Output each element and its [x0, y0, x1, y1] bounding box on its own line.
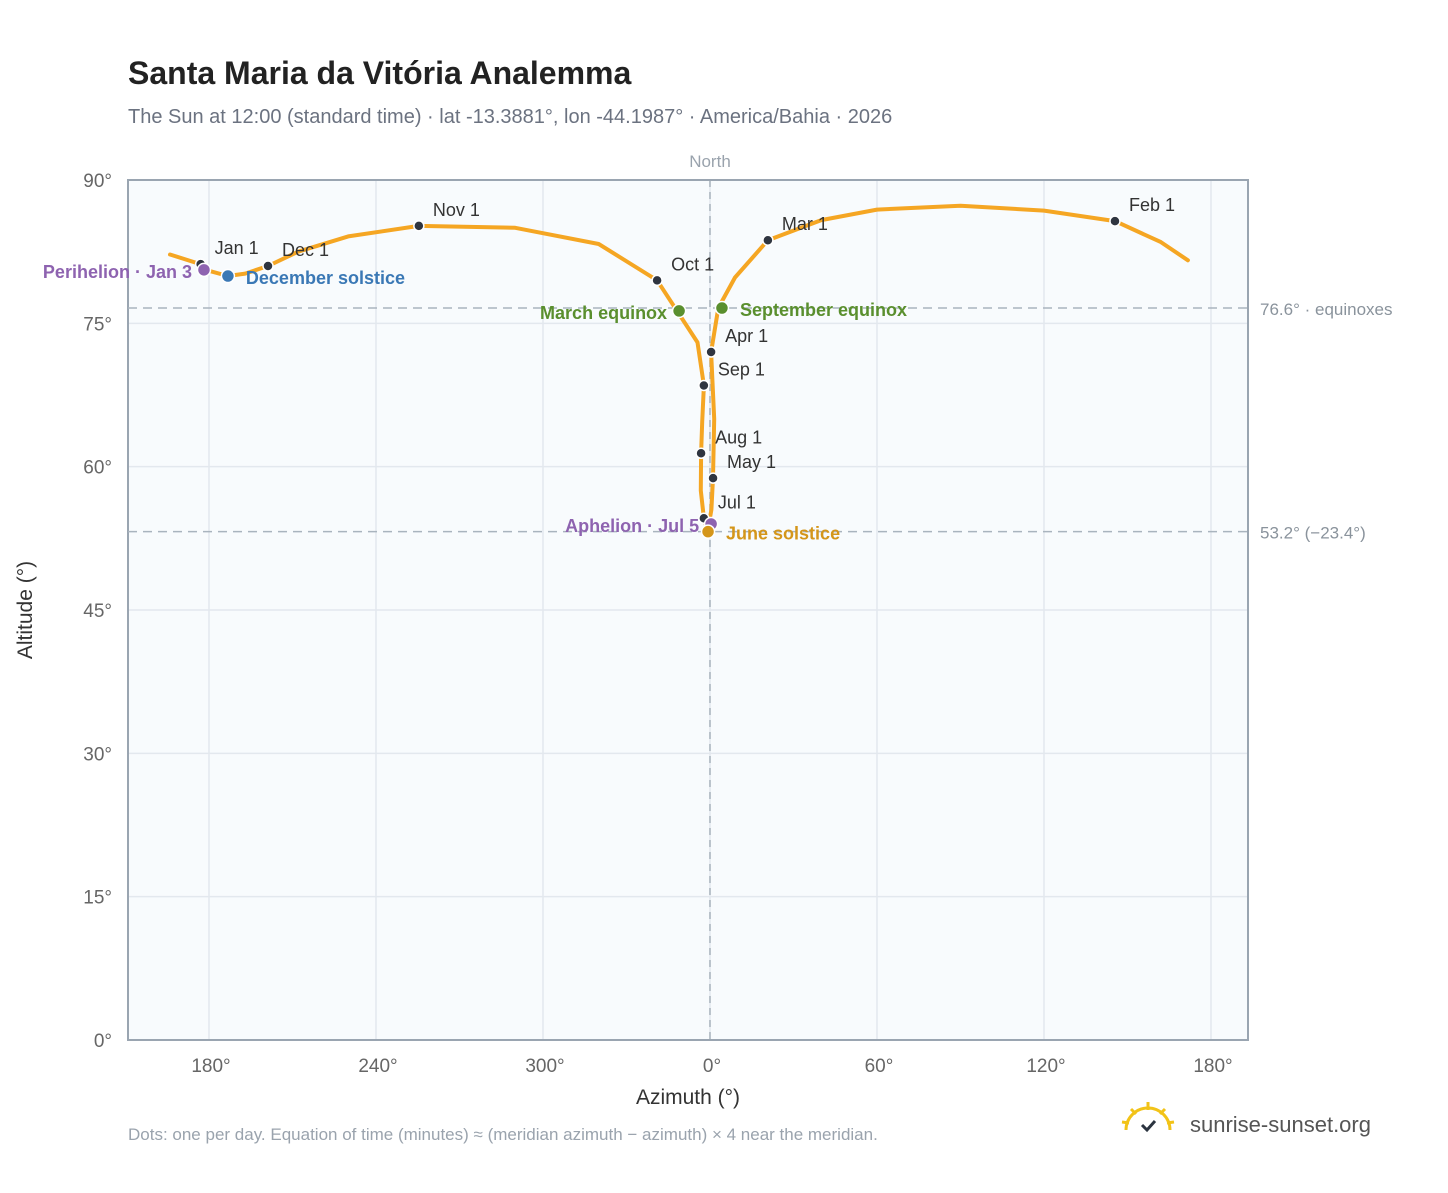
plot-border [127, 179, 1249, 1041]
month-label: Nov 1 [433, 200, 480, 220]
month-dot [707, 472, 719, 484]
month-label: Jan 1 [215, 238, 259, 258]
month-label: Feb 1 [1129, 195, 1175, 215]
x-tick-label: 0° [703, 1056, 721, 1077]
event-label: Aphelion · Jul 5 [565, 516, 699, 536]
reference-label: 76.6° · equinoxes [1260, 300, 1393, 319]
chart-subtitle: The Sun at 12:00 (standard time) · lat -… [128, 106, 892, 128]
x-tick-label: 240° [358, 1056, 397, 1077]
month-label: Sep 1 [718, 359, 765, 379]
brand-logo [1121, 1102, 1175, 1133]
y-axis-label: Altitude (°) [14, 561, 37, 659]
month-dot [651, 274, 663, 287]
brand-name: sunrise-sunset.org [1190, 1112, 1371, 1137]
y-tick-label: 0° [94, 1031, 112, 1052]
month-label: Jul 1 [718, 492, 756, 512]
reference-label: 53.2° (−23.4°) [1260, 524, 1366, 543]
event-dot [671, 303, 687, 319]
event-dot [220, 268, 236, 284]
month-label: Aug 1 [715, 427, 762, 447]
event-label: December solstice [246, 268, 405, 288]
month-dot [1109, 215, 1121, 227]
month-dot [698, 379, 710, 392]
month-dot [705, 346, 717, 358]
north-label: North [689, 152, 731, 171]
x-tick-label: 300° [525, 1056, 564, 1077]
month-dot [413, 220, 425, 232]
event-label: September equinox [740, 300, 907, 320]
event-dot [196, 262, 212, 278]
y-tick-label: 30° [83, 744, 112, 765]
event-dot [714, 300, 730, 316]
event-label: Perihelion · Jan 3 [43, 262, 192, 282]
x-tick-label: 120° [1026, 1056, 1065, 1077]
x-axis-label: Azimuth (°) [636, 1086, 740, 1109]
event-label: June solstice [726, 524, 840, 544]
month-label: Apr 1 [725, 326, 768, 346]
month-dot [762, 234, 774, 246]
month-label: Dec 1 [282, 240, 329, 260]
x-tick-label: 180° [191, 1056, 230, 1077]
event-label: March equinox [540, 303, 667, 323]
month-dot [262, 260, 274, 272]
month-label: Mar 1 [782, 214, 828, 234]
y-tick-label: 75° [83, 314, 112, 335]
chart-title: Santa Maria da Vitória Analemma [128, 55, 632, 91]
x-tick-label: 60° [865, 1056, 894, 1077]
month-label: May 1 [727, 452, 776, 472]
y-tick-label: 60° [83, 458, 112, 479]
y-tick-label: 90° [83, 171, 112, 192]
event-dot [700, 524, 716, 539]
footnote: Dots: one per day. Equation of time (min… [128, 1125, 878, 1144]
y-tick-label: 45° [83, 601, 112, 622]
y-tick-label: 15° [83, 888, 112, 909]
x-tick-label: 180° [1193, 1056, 1232, 1077]
month-dot [695, 447, 707, 460]
month-label: Oct 1 [671, 254, 714, 274]
